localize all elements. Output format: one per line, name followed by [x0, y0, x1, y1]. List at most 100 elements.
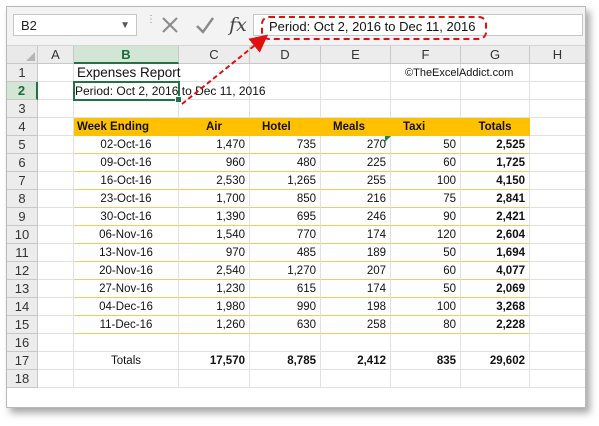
- row-header-2[interactable]: 2: [7, 82, 38, 100]
- credit-text[interactable]: ©TheExcelAddict.com: [391, 64, 513, 82]
- row-header-15[interactable]: 15: [7, 316, 38, 334]
- column-header-f[interactable]: F: [391, 46, 461, 64]
- row-header-4[interactable]: 4: [7, 118, 38, 136]
- row-header-10[interactable]: 10: [7, 226, 38, 244]
- cell-g3[interactable]: [461, 100, 530, 118]
- expense-cell[interactable]: 50: [391, 244, 461, 262]
- expense-cell[interactable]: 255: [321, 172, 391, 190]
- week-ending-cell[interactable]: 23-Oct-16: [74, 190, 179, 208]
- cell-a8[interactable]: [38, 190, 74, 208]
- expense-cell[interactable]: 225: [321, 154, 391, 172]
- expense-cell[interactable]: 1,390: [179, 208, 250, 226]
- cell-h15[interactable]: [530, 316, 585, 334]
- expense-cell[interactable]: 990: [250, 298, 321, 316]
- expense-cell[interactable]: 75: [391, 190, 461, 208]
- expense-cell[interactable]: 485: [250, 244, 321, 262]
- row-header-12[interactable]: 12: [7, 262, 38, 280]
- week-ending-cell[interactable]: 11-Dec-16: [74, 316, 179, 334]
- expense-cell[interactable]: 695: [250, 208, 321, 226]
- cell-h10[interactable]: [530, 226, 585, 244]
- cell-a16[interactable]: [38, 334, 74, 352]
- column-header-c[interactable]: C: [179, 46, 250, 64]
- row-total-cell[interactable]: 2,421: [461, 208, 530, 226]
- grand-total-cell[interactable]: 17,570: [179, 352, 250, 370]
- cell-a6[interactable]: [38, 154, 74, 172]
- expense-cell[interactable]: 258: [321, 316, 391, 334]
- row-header-11[interactable]: 11: [7, 244, 38, 262]
- cell-d3[interactable]: [250, 100, 321, 118]
- expense-cell[interactable]: 50: [391, 280, 461, 298]
- grand-total-cell[interactable]: 29,602: [461, 352, 530, 370]
- cell-e2[interactable]: [321, 82, 391, 100]
- expense-cell[interactable]: 270: [321, 136, 391, 154]
- expense-cell[interactable]: 1,270: [250, 262, 321, 280]
- cell-h5[interactable]: [530, 136, 585, 154]
- cell-a1[interactable]: [38, 64, 74, 82]
- cell-h14[interactable]: [530, 298, 585, 316]
- cell-h7[interactable]: [530, 172, 585, 190]
- row-header-17[interactable]: 17: [7, 352, 38, 370]
- expense-cell[interactable]: 100: [391, 298, 461, 316]
- cell-d16[interactable]: [250, 334, 321, 352]
- column-header-b[interactable]: B: [74, 46, 179, 64]
- cell-g18[interactable]: [461, 370, 530, 388]
- row-header-9[interactable]: 9: [7, 208, 38, 226]
- cell-e16[interactable]: [321, 334, 391, 352]
- expense-cell[interactable]: 2,530: [179, 172, 250, 190]
- period-cell[interactable]: Period: Oct 2, 2016 to Dec 11, 2016: [74, 82, 266, 100]
- cell-g16[interactable]: [461, 334, 530, 352]
- row-header-1[interactable]: 1: [7, 64, 38, 82]
- cell-f16[interactable]: [391, 334, 461, 352]
- cell-g1[interactable]: [461, 64, 530, 82]
- cell-c2[interactable]: [179, 82, 250, 100]
- cell-a5[interactable]: [38, 136, 74, 154]
- cell-a12[interactable]: [38, 262, 74, 280]
- cell-f2[interactable]: [391, 82, 461, 100]
- expense-cell[interactable]: 735: [250, 136, 321, 154]
- cell-c18[interactable]: [179, 370, 250, 388]
- expense-cell[interactable]: 2,540: [179, 262, 250, 280]
- cell-h17[interactable]: [530, 352, 585, 370]
- cell-h3[interactable]: [530, 100, 585, 118]
- row-header-18[interactable]: 18: [7, 370, 38, 388]
- cell-c16[interactable]: [179, 334, 250, 352]
- week-ending-cell[interactable]: 13-Nov-16: [74, 244, 179, 262]
- expense-cell[interactable]: 216: [321, 190, 391, 208]
- week-ending-cell[interactable]: 20-Nov-16: [74, 262, 179, 280]
- week-ending-cell[interactable]: 02-Oct-16: [74, 136, 179, 154]
- cell-e1[interactable]: [321, 64, 391, 82]
- cell-a15[interactable]: [38, 316, 74, 334]
- row-header-6[interactable]: 6: [7, 154, 38, 172]
- formula-input[interactable]: [253, 14, 583, 36]
- column-header-h[interactable]: H: [530, 46, 585, 64]
- row-header-14[interactable]: 14: [7, 298, 38, 316]
- row-header-5[interactable]: 5: [7, 136, 38, 154]
- header-hotel[interactable]: Hotel: [250, 118, 321, 136]
- cell-h1[interactable]: [530, 64, 585, 82]
- cell-h18[interactable]: [530, 370, 585, 388]
- row-total-cell[interactable]: 4,150: [461, 172, 530, 190]
- row-header-8[interactable]: 8: [7, 190, 38, 208]
- cell-a4[interactable]: [38, 118, 74, 136]
- week-ending-cell[interactable]: 04-Dec-16: [74, 298, 179, 316]
- expense-cell[interactable]: 174: [321, 226, 391, 244]
- expense-cell[interactable]: 770: [250, 226, 321, 244]
- cell-h13[interactable]: [530, 280, 585, 298]
- cell-b18[interactable]: [74, 370, 179, 388]
- week-ending-cell[interactable]: 06-Nov-16: [74, 226, 179, 244]
- cell-c3[interactable]: [179, 100, 250, 118]
- expense-cell[interactable]: 207: [321, 262, 391, 280]
- cell-a17[interactable]: [38, 352, 74, 370]
- row-total-cell[interactable]: 2,525: [461, 136, 530, 154]
- week-ending-cell[interactable]: 16-Oct-16: [74, 172, 179, 190]
- row-header-16[interactable]: 16: [7, 334, 38, 352]
- column-header-g[interactable]: G: [461, 46, 530, 64]
- cell-a18[interactable]: [38, 370, 74, 388]
- expense-cell[interactable]: 60: [391, 154, 461, 172]
- row-total-cell[interactable]: 4,077: [461, 262, 530, 280]
- row-total-cell[interactable]: 2,228: [461, 316, 530, 334]
- expense-cell[interactable]: 120: [391, 226, 461, 244]
- expense-cell[interactable]: 615: [250, 280, 321, 298]
- expense-cell[interactable]: 1,260: [179, 316, 250, 334]
- expense-cell[interactable]: 970: [179, 244, 250, 262]
